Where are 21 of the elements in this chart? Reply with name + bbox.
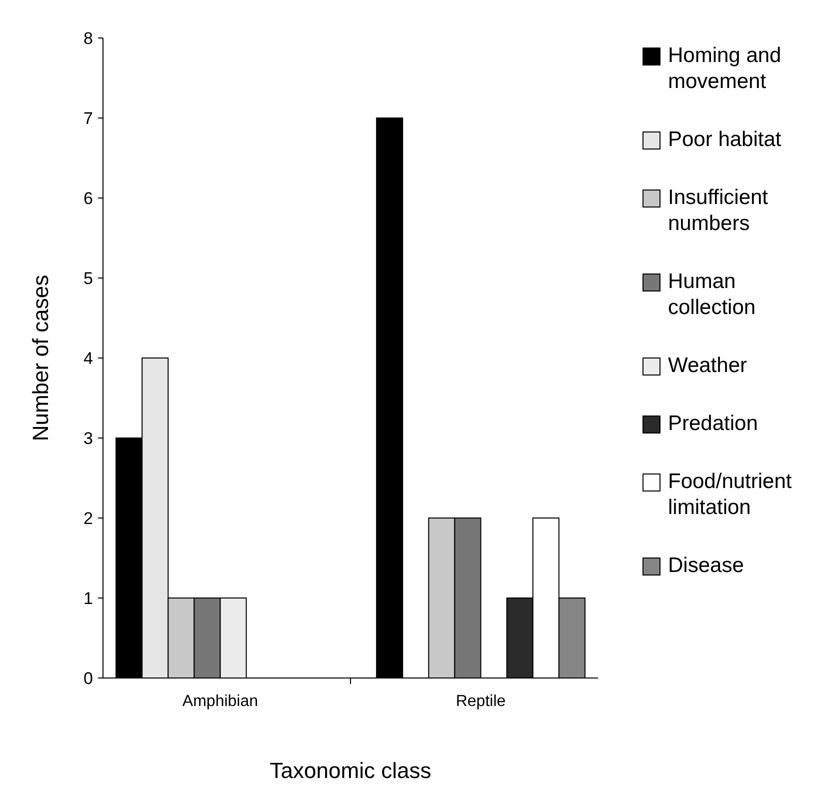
y-tick-label: 4: [84, 348, 93, 368]
y-tick-label: 5: [84, 268, 93, 288]
legend-label: Food/nutrient limitation: [668, 470, 792, 519]
y-tick-label: 0: [84, 668, 93, 688]
y-tick-label: 2: [84, 508, 93, 528]
legend-label: Weather: [668, 354, 747, 377]
y-axis-title: Number of cases: [28, 274, 53, 442]
y-tick-label: 7: [84, 108, 93, 128]
y-tick-label: 1: [84, 588, 93, 608]
legend-label: Homing and movement: [668, 44, 782, 93]
legend-label: Disease: [668, 554, 744, 577]
x-tick-label: Reptile: [456, 693, 506, 710]
y-tick-label: 6: [84, 188, 93, 208]
y-tick-label: 8: [84, 28, 93, 48]
legend-label: Human collection: [668, 270, 756, 319]
x-tick-label: Amphibian: [182, 693, 258, 710]
x-axis-title: Taxonomic class: [270, 758, 432, 783]
y-tick-label: 3: [84, 428, 93, 448]
legend-label: Predation: [668, 412, 758, 435]
legend-label: Poor habitat: [668, 128, 782, 151]
legend-label: Insufficient numbers: [668, 186, 768, 235]
